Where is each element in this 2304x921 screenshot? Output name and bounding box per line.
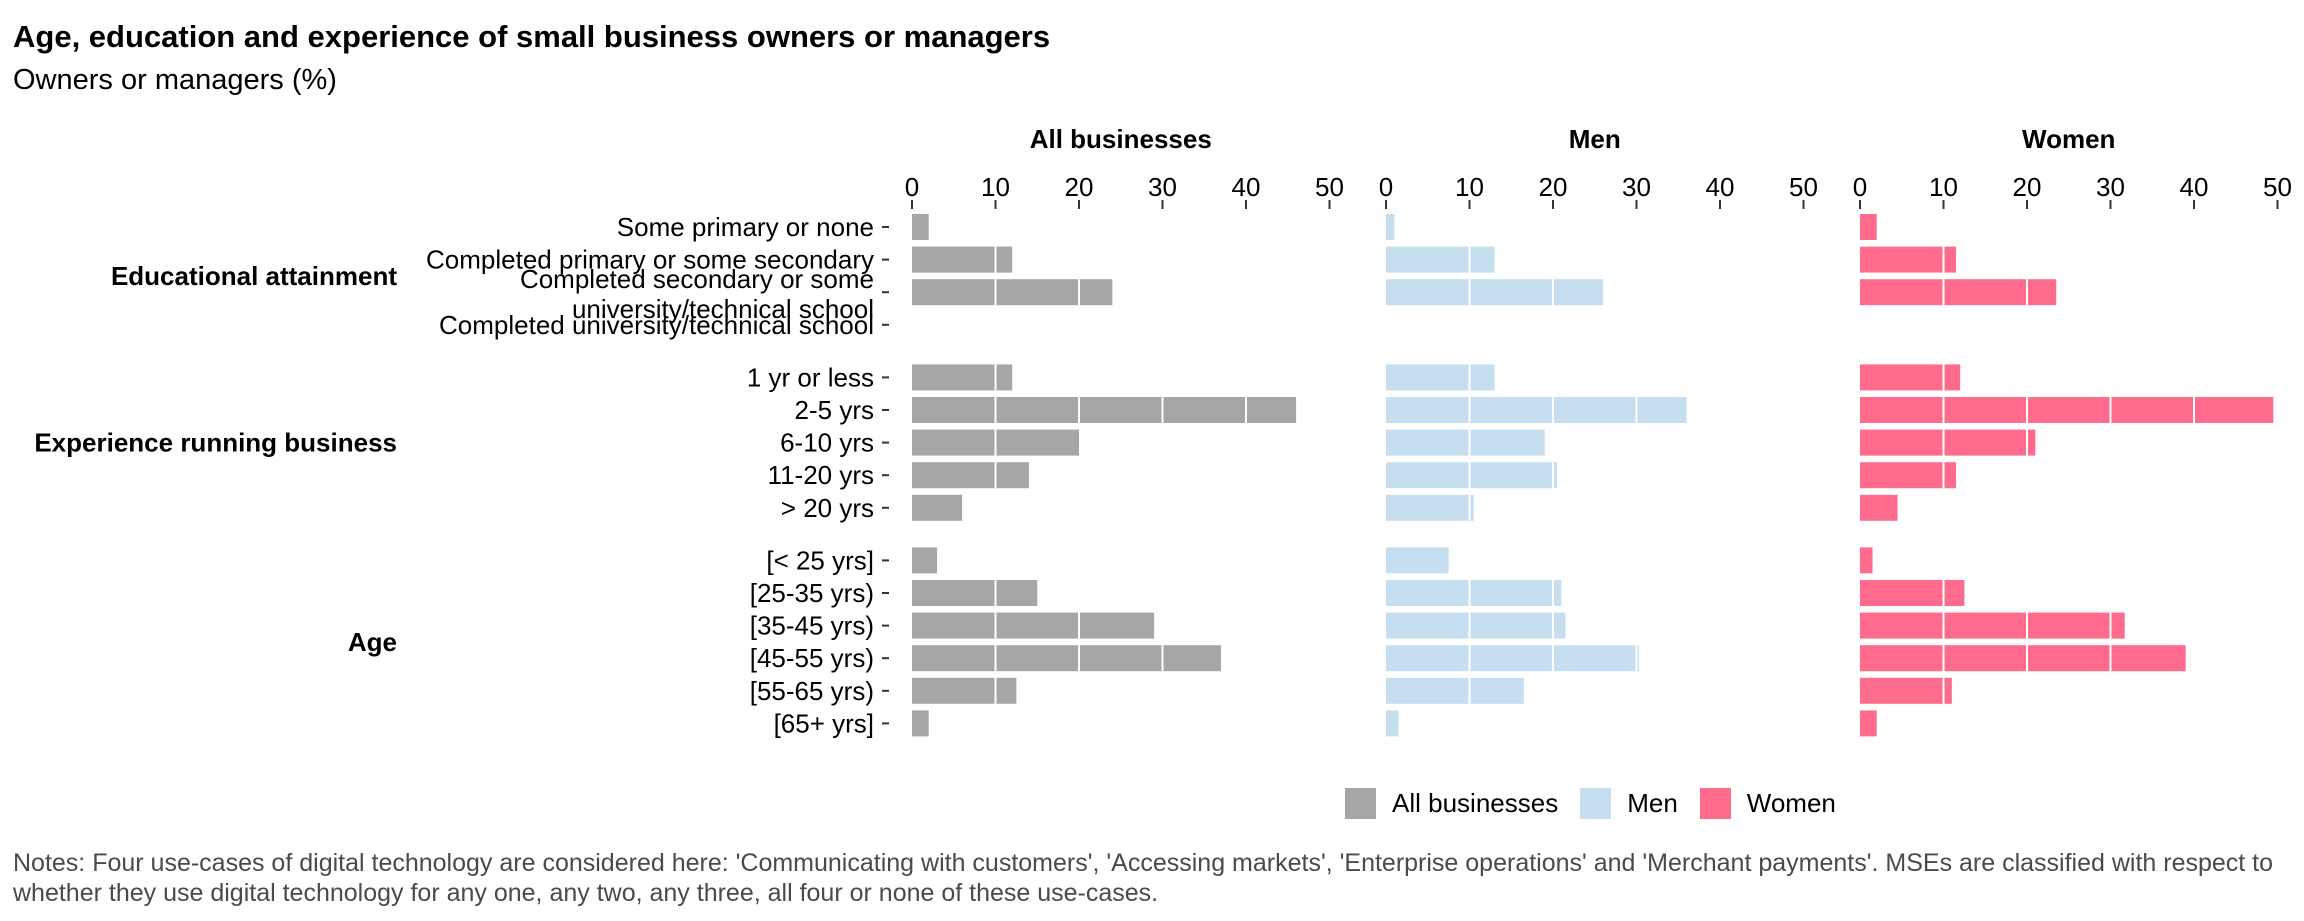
bar-men-20-yrs	[1386, 494, 1474, 521]
chart-notes: Notes: Four use-cases of digital technol…	[13, 849, 2274, 907]
facet-title-all-businesses: All businesses	[1030, 124, 1212, 154]
legend-swatch-women	[1699, 788, 1731, 819]
bar-men-6-10-yrs	[1386, 429, 1545, 456]
category-label-35-45-yrs: [35-45 yrs)	[750, 611, 874, 641]
x-tick-label: 40	[1706, 172, 1735, 202]
legend-label-all-businesses: All businesses	[1392, 788, 1559, 818]
bar-all-businesses-2-5-yrs	[912, 397, 1297, 423]
bar-all-businesses-65-yrs	[912, 710, 929, 737]
bar-men-65-yrs	[1386, 710, 1399, 737]
group-label-experience-running-business: Experience running business	[34, 428, 397, 458]
x-tick-label: 0	[905, 172, 919, 202]
bar-men-25-35-yrs	[1386, 580, 1562, 606]
bar-women-completed-primary-or-some-secondary	[1860, 246, 1957, 273]
category-label-25-yrs: [< 25 yrs]	[766, 545, 874, 575]
bar-men-1-yr-or-less	[1386, 364, 1495, 391]
bar-women-completed-secondary-or-some-university-technical-school	[1860, 279, 2057, 306]
x-tick-label: 40	[2180, 172, 2209, 202]
category-label-1-yr-or-less: 1 yr or less	[747, 362, 874, 392]
bar-women-2-5-yrs	[1860, 397, 2274, 423]
legend-swatch-all-businesses	[1345, 788, 1376, 819]
bar-women-6-10-yrs	[1860, 429, 2036, 456]
category-label-25-35-yrs: [25-35 yrs)	[750, 578, 874, 608]
x-tick-label: 40	[1232, 172, 1261, 202]
category-label-20-yrs: > 20 yrs	[781, 493, 874, 523]
facet-title-women: Women	[2022, 124, 2115, 154]
bar-all-businesses-20-yrs	[912, 494, 963, 521]
bar-men-completed-secondary-or-some-university-technical-school	[1386, 279, 1604, 306]
x-tick-label: 50	[2263, 172, 2292, 202]
bar-men-completed-primary-or-some-secondary	[1386, 246, 1495, 273]
category-label-some-primary-or-none: Some primary or none	[617, 212, 874, 242]
bar-men-45-55-yrs	[1386, 645, 1640, 672]
bar-men-2-5-yrs	[1386, 397, 1687, 423]
chart-subtitle: Owners or managers (%)	[13, 64, 337, 96]
bar-men-35-45-yrs	[1386, 612, 1566, 639]
bar-all-businesses-25-yrs	[912, 547, 938, 574]
bar-all-businesses-25-35-yrs	[912, 580, 1038, 606]
x-tick-label: 30	[1148, 172, 1177, 202]
category-label-completed-secondary-or-some-university-technical-school-line-1: Completed secondary or some	[520, 264, 874, 294]
category-label-6-10-yrs: 6-10 yrs	[780, 428, 874, 458]
x-tick-label: 10	[1929, 172, 1958, 202]
bar-women-45-55-yrs	[1860, 645, 2186, 672]
x-tick-label: 50	[1789, 172, 1818, 202]
facet-title-men: Men	[1569, 124, 1621, 154]
bar-all-businesses-1-yr-or-less	[912, 364, 1013, 391]
bar-men-55-65-yrs	[1386, 677, 1524, 704]
category-label-completed-primary-or-some-secondary: Completed primary or some secondary	[426, 245, 874, 275]
x-tick-label: 20	[1065, 172, 1094, 202]
x-tick-label: 10	[981, 172, 1010, 202]
category-label-45-55-yrs: [45-55 yrs)	[750, 643, 874, 673]
bar-all-businesses-35-45-yrs	[912, 612, 1155, 639]
bar-women-25-35-yrs	[1860, 580, 1965, 606]
bar-women-25-yrs	[1860, 547, 1873, 574]
legend-swatch-men	[1580, 788, 1612, 819]
x-tick-label: 10	[1455, 172, 1484, 202]
bar-women-1-yr-or-less	[1860, 364, 1961, 391]
bar-women-55-65-yrs	[1860, 677, 1952, 704]
legend-label-women: Women	[1746, 788, 1836, 818]
bar-men-some-primary-or-none	[1386, 214, 1395, 240]
chart-legend: All businesses Men Women	[1345, 788, 1858, 819]
chart-plot-area: Educational attainment Experience running…	[34, 124, 2292, 738]
group-label-educational-attainment: Educational attainment	[111, 261, 397, 291]
category-label-11-20-yrs: 11-20 yrs	[768, 460, 874, 490]
category-label-55-65-yrs: [55-65 yrs)	[750, 676, 874, 706]
legend-item-women: Women	[1699, 788, 1836, 819]
bar-women-11-20-yrs	[1860, 462, 1957, 489]
x-tick-label: 30	[2096, 172, 2125, 202]
legend-item-men: Men	[1580, 788, 1678, 819]
x-tick-label: 0	[1853, 172, 1867, 202]
bar-women-35-45-yrs	[1860, 612, 2125, 639]
x-tick-label: 30	[1622, 172, 1651, 202]
chart-title: Age, education and experience of small b…	[13, 19, 1051, 54]
category-label-2-5-yrs: 2-5 yrs	[795, 395, 874, 425]
bar-all-businesses-some-primary-or-none	[912, 214, 929, 240]
x-tick-label: 20	[1539, 172, 1568, 202]
group-label-age: Age	[348, 627, 397, 657]
bar-all-businesses-completed-secondary-or-some-university-technical-school	[912, 279, 1113, 306]
bar-all-businesses-45-55-yrs	[912, 645, 1221, 672]
bar-all-businesses-completed-primary-or-some-secondary	[912, 246, 1013, 273]
category-label-completed-university-technical-school: Completed university/technical school	[439, 310, 874, 340]
bar-all-businesses-11-20-yrs	[912, 462, 1029, 489]
legend-item-all-businesses: All businesses	[1345, 788, 1558, 819]
x-tick-label: 50	[1315, 172, 1344, 202]
bar-women-65-yrs	[1860, 710, 1877, 737]
bar-men-25-yrs	[1386, 547, 1449, 574]
category-label-completed-secondary-or-some-university-technical-school-line-2: university/technical school	[572, 294, 874, 324]
bar-all-businesses-55-65-yrs	[912, 677, 1017, 704]
x-tick-label: 0	[1379, 172, 1393, 202]
x-tick-label: 20	[2013, 172, 2042, 202]
legend-label-men: Men	[1627, 788, 1678, 818]
bar-women-20-yrs	[1860, 494, 1898, 521]
bar-women-some-primary-or-none	[1860, 214, 1877, 240]
category-label-65-yrs: [65+ yrs]	[774, 708, 874, 738]
bar-men-11-20-yrs	[1386, 462, 1558, 489]
